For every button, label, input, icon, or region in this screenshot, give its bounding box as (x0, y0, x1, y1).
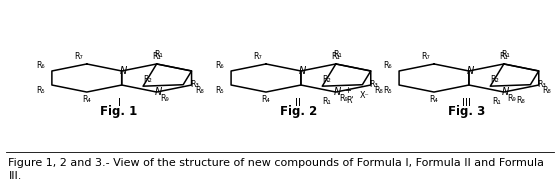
Text: R₉: R₉ (160, 94, 169, 103)
Text: +: + (344, 86, 351, 95)
Text: R₁: R₁ (502, 50, 510, 59)
Text: R₁: R₁ (332, 52, 340, 61)
Text: R₁: R₁ (492, 97, 501, 106)
Text: R₂: R₂ (143, 75, 152, 84)
Text: R₈: R₈ (543, 86, 551, 95)
Text: R₆: R₆ (383, 61, 392, 70)
Text: Fig. 3: Fig. 3 (447, 105, 485, 118)
Text: N: N (467, 66, 474, 76)
Text: Figure 1, 2 and 3.- View of the structure of new compounds of Formula I, Formula: Figure 1, 2 and 3.- View of the structur… (8, 158, 544, 181)
Text: R₄: R₄ (262, 95, 270, 104)
Text: N: N (299, 66, 306, 76)
Text: N: N (155, 87, 162, 97)
Text: R₆: R₆ (215, 61, 224, 70)
Text: R₃: R₃ (190, 80, 199, 89)
Text: Fig. 1: Fig. 1 (100, 105, 138, 118)
Text: R₃: R₃ (538, 80, 547, 89)
Text: R₁: R₁ (155, 50, 163, 59)
Text: Fig. 2: Fig. 2 (279, 105, 317, 118)
Text: R₉: R₉ (507, 94, 516, 103)
Text: R₃: R₃ (370, 80, 379, 89)
Text: N: N (120, 66, 127, 76)
Text: II: II (295, 98, 301, 108)
Text: R₁: R₁ (500, 52, 508, 61)
Text: R₅: R₅ (215, 86, 224, 95)
Text: R₄: R₄ (82, 95, 91, 104)
Text: R₁: R₁ (322, 97, 331, 106)
Text: N: N (334, 87, 341, 97)
Text: X⁻: X⁻ (360, 91, 369, 100)
Text: R₆: R₆ (36, 61, 45, 70)
Text: R₅: R₅ (36, 86, 45, 95)
Text: III: III (462, 98, 471, 108)
Text: R₇: R₇ (74, 52, 83, 61)
Text: R₈: R₈ (516, 96, 525, 105)
Text: R₉: R₉ (339, 94, 348, 103)
Text: R₁: R₁ (152, 52, 161, 61)
Text: R₈: R₈ (375, 86, 383, 95)
Text: R₄: R₄ (430, 95, 438, 104)
Text: N: N (502, 87, 509, 97)
Text: R₅: R₅ (383, 86, 392, 95)
Text: R₇: R₇ (422, 52, 430, 61)
Text: R': R' (346, 96, 354, 105)
Text: R₂: R₂ (322, 75, 331, 84)
Text: R₇: R₇ (254, 52, 262, 61)
Text: R₁: R₁ (334, 50, 342, 59)
Text: I: I (118, 98, 120, 108)
Text: R₂: R₂ (490, 75, 499, 84)
Text: R₈: R₈ (195, 86, 204, 95)
